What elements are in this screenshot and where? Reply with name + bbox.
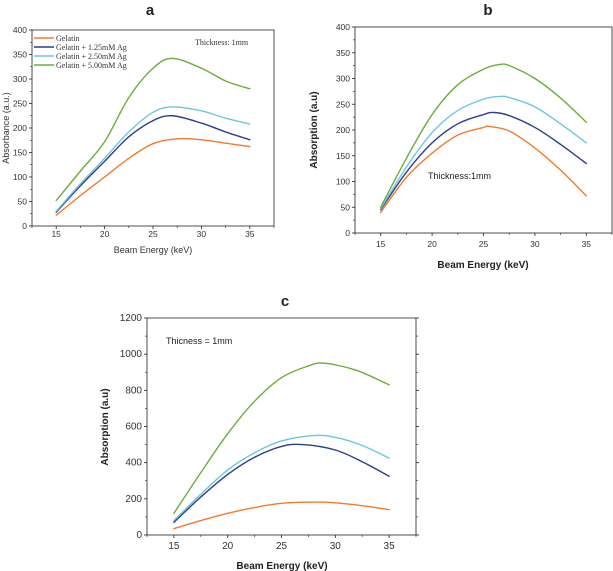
panel-c-annotation: Thicness = 1mm bbox=[166, 336, 232, 346]
legend-label: Gelatin + 1.25mM Ag bbox=[56, 43, 127, 52]
y-tick-label: 250 bbox=[13, 99, 27, 109]
panel-b-title: b bbox=[483, 2, 492, 19]
x-tick-label: 15 bbox=[168, 541, 180, 552]
panel-c-ylabel: Absorption (a.u) bbox=[100, 388, 111, 465]
panel-c-xlabel: Beam Energy (keV) bbox=[236, 561, 327, 571]
series-line-gelatin-1.25mm-ag bbox=[173, 443, 390, 524]
panel-a-title: a bbox=[146, 2, 155, 19]
legend-item: Gelatin + 1.25mM Ag bbox=[34, 43, 127, 52]
x-tick-label: 30 bbox=[197, 229, 207, 239]
panel-b-annotation: Thickness:1mm bbox=[428, 171, 491, 181]
y-tick-label: 150 bbox=[13, 148, 27, 158]
legend-item: Gelatin bbox=[34, 34, 80, 43]
y-tick-label: 0 bbox=[345, 228, 350, 238]
y-tick-label: 100 bbox=[13, 172, 27, 182]
panel-c-title: c bbox=[281, 293, 289, 310]
y-tick-label: 350 bbox=[336, 48, 350, 58]
y-tick-label: 400 bbox=[13, 25, 27, 35]
x-tick-label: 15 bbox=[376, 239, 386, 249]
y-tick-label: 250 bbox=[336, 99, 350, 109]
y-tick-label: 100 bbox=[336, 177, 350, 187]
x-tick-label: 35 bbox=[582, 239, 592, 249]
panel-a-series bbox=[55, 57, 251, 216]
series-line-gelatin-2.50mm-ag bbox=[173, 434, 390, 522]
x-tick-label: 25 bbox=[276, 541, 288, 552]
panel-a-ylabel: Absorbance (a.u.) bbox=[1, 92, 11, 164]
x-tick-label: 20 bbox=[222, 541, 234, 552]
x-tick-label: 20 bbox=[427, 239, 437, 249]
y-tick-label: 350 bbox=[13, 50, 27, 60]
legend-item: Gelatin + 5.00mM Ag bbox=[34, 61, 127, 70]
y-tick-label: 800 bbox=[125, 385, 142, 396]
x-tick-label: 35 bbox=[245, 229, 255, 239]
series-line-gelatin bbox=[380, 125, 587, 214]
series-line-gelatin-5.00mm-ag bbox=[173, 362, 390, 514]
panel-a-legend: Gelatin Gelatin + 1.25mM Ag Gelatin + 2.… bbox=[34, 34, 127, 70]
y-tick-label: 300 bbox=[13, 74, 27, 84]
legend-label: Gelatin + 2.50mM Ag bbox=[56, 52, 127, 61]
y-tick-label: 1200 bbox=[120, 313, 143, 324]
series-line-gelatin-2.50mm-ag bbox=[55, 106, 251, 212]
panel-c-frame bbox=[146, 317, 417, 536]
x-tick-label: 15 bbox=[51, 229, 61, 239]
y-tick-label: 600 bbox=[125, 422, 142, 433]
series-line-gelatin-1.25mm-ag bbox=[380, 111, 587, 211]
panel-c: c 15 20 25 30 35 0 200 400 600 800 1000 1200 Beam E… bbox=[100, 293, 419, 571]
y-tick-label: 400 bbox=[336, 22, 350, 32]
x-tick-label: 25 bbox=[148, 229, 158, 239]
panel-a-annotation: Thickness: 1mm bbox=[195, 38, 249, 47]
series-line-gelatin-2.50mm-ag bbox=[380, 95, 587, 210]
series-line-gelatin bbox=[55, 137, 251, 216]
x-tick-label: 20 bbox=[100, 229, 110, 239]
legend-item: Gelatin + 2.50mM Ag bbox=[34, 52, 127, 61]
y-tick-label: 1000 bbox=[120, 349, 143, 360]
y-tick-label: 0 bbox=[136, 530, 142, 541]
x-tick-label: 25 bbox=[479, 239, 489, 249]
y-tick-label: 150 bbox=[336, 151, 350, 161]
legend-label: Gelatin + 5.00mM Ag bbox=[56, 61, 127, 70]
series-line-gelatin-5.00mm-ag bbox=[380, 63, 587, 208]
panel-c-series bbox=[173, 362, 390, 530]
x-tick-label: 30 bbox=[530, 239, 540, 249]
y-tick-label: 300 bbox=[336, 74, 350, 84]
panel-c-ticks: 15 20 25 30 35 0 200 400 600 800 1000 1200 bbox=[120, 313, 419, 552]
y-tick-label: 50 bbox=[18, 197, 28, 207]
panel-b-ylabel: Absorption (a.u) bbox=[309, 91, 320, 168]
panel-b-frame bbox=[354, 26, 613, 234]
panel-b-series bbox=[380, 63, 587, 214]
y-tick-label: 200 bbox=[13, 123, 27, 133]
y-tick-label: 400 bbox=[125, 458, 142, 469]
y-tick-label: 50 bbox=[341, 202, 351, 212]
panel-b-xlabel: Beam Energy (keV) bbox=[437, 260, 528, 271]
y-tick-label: 200 bbox=[125, 494, 142, 505]
x-tick-label: 30 bbox=[330, 541, 342, 552]
panel-a-xlabel: Beam Energy (keV) bbox=[114, 245, 193, 255]
series-line-gelatin-5.00mm-ag bbox=[55, 57, 251, 202]
y-tick-label: 200 bbox=[336, 125, 350, 135]
y-tick-label: 0 bbox=[22, 221, 27, 231]
series-line-gelatin-1.25mm-ag bbox=[55, 114, 251, 213]
x-tick-label: 35 bbox=[384, 541, 396, 552]
series-line-gelatin bbox=[173, 501, 390, 530]
legend-label: Gelatin bbox=[56, 34, 80, 43]
